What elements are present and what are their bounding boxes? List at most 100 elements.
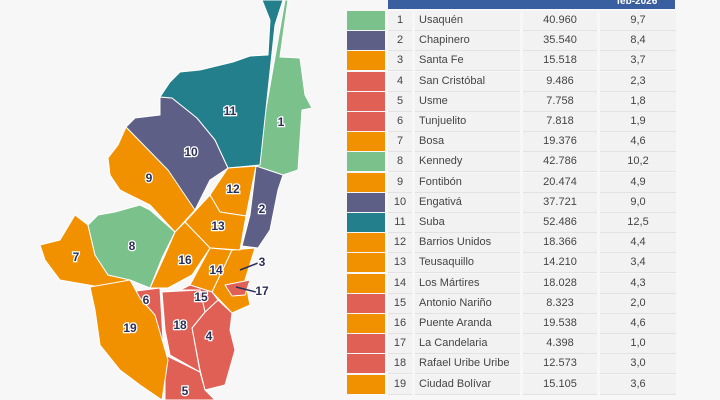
- locality-pct: 3,7: [600, 51, 676, 72]
- locality-name: Kennedy: [415, 152, 520, 173]
- locality-label-18: 18: [173, 318, 187, 332]
- locality-label-10: 10: [184, 145, 198, 159]
- color-swatch: [347, 91, 385, 111]
- locality-pct: 12,5: [600, 213, 676, 233]
- table-row: 10 Engativá 37.721 9,0: [347, 192, 679, 213]
- color-swatch: [347, 31, 385, 51]
- color-swatch: [347, 11, 385, 30]
- table-row: 9 Fontibón 20.474 4,9: [347, 172, 679, 193]
- locality-label-12: 12: [226, 182, 240, 196]
- locality-19: [89, 279, 169, 400]
- locality-pct: 10,2: [600, 152, 676, 173]
- locality-value: 12.573: [523, 354, 597, 375]
- locality-number: 8: [388, 152, 412, 173]
- locality-number: 19: [388, 374, 412, 395]
- locality-value: 19.538: [523, 314, 597, 334]
- locality-pct: 4,6: [600, 132, 676, 153]
- locality-number: 9: [388, 172, 412, 193]
- leader-line-3: [239, 262, 259, 271]
- locality-name: Bosa: [415, 132, 520, 153]
- locality-label-6: 6: [143, 293, 150, 307]
- locality-number: 18: [388, 354, 412, 375]
- locality-name: Ciudad Bolívar: [415, 374, 520, 395]
- locality-name: Santa Fe: [415, 51, 520, 72]
- locality-value: 37.721: [523, 192, 597, 213]
- color-swatch: [347, 51, 385, 71]
- color-swatch: [347, 374, 385, 394]
- table-row: 19 Ciudad Bolívar 15.105 3,6: [347, 374, 679, 395]
- table-row: 6 Tunjuelito 7.818 1,9: [347, 112, 679, 132]
- locality-label-1: 1: [278, 115, 285, 129]
- table-header-bar: [388, 0, 675, 9]
- locality-8: [87, 204, 176, 289]
- color-swatch: [347, 233, 385, 253]
- locality-pct: 1,8: [600, 91, 676, 112]
- table-row: 11 Suba 52.486 12,5: [347, 213, 679, 233]
- locality-16: [149, 221, 211, 289]
- locality-pct: 2,0: [600, 293, 676, 314]
- locality-value: 42.786: [523, 152, 597, 173]
- table-row: 17 La Candelaria 4.398 1,0: [347, 334, 679, 355]
- locality-pct: 4,4: [600, 233, 676, 254]
- table-row: 13 Teusaquillo 14.210 3,4: [347, 253, 679, 274]
- locality-number: 17: [388, 334, 412, 355]
- table-row: 3 Santa Fe 15.518 3,7: [347, 51, 679, 72]
- locality-label-2: 2: [259, 202, 266, 216]
- locality-label-7: 7: [73, 250, 80, 264]
- locality-pct: 8,4: [600, 31, 676, 52]
- table-row: 5 Usme 7.758 1,8: [347, 91, 679, 112]
- locality-label-14: 14: [209, 263, 223, 277]
- locality-pct: 4,6: [600, 314, 676, 334]
- leader-line-17: [235, 286, 257, 293]
- table-row: 8 Kennedy 42.786 10,2: [347, 152, 679, 173]
- locality-name: Usme: [415, 91, 520, 112]
- locality-name: Puente Aranda: [415, 314, 520, 334]
- table-row: 1 Usaquén 40.960 9,7: [347, 11, 679, 31]
- locality-label-11: 11: [224, 104, 237, 118]
- locality-value: 18.366: [523, 233, 597, 254]
- locality-label-8: 8: [129, 239, 136, 253]
- locality-value: 7.758: [523, 91, 597, 112]
- locality-value: 15.105: [523, 374, 597, 395]
- locality-label-13: 13: [211, 219, 225, 233]
- locality-pct: 1,9: [600, 112, 676, 132]
- table-row: 16 Puente Aranda 19.538 4,6: [347, 314, 679, 334]
- locality-2: [241, 165, 284, 249]
- locality-name: Tunjuelito: [415, 112, 520, 132]
- locality-name: Suba: [415, 213, 520, 233]
- locality-value: 8.323: [523, 293, 597, 314]
- table-row: 12 Barrios Unidos 18.366 4,4: [347, 233, 679, 254]
- locality-name: Los Mártires: [415, 273, 520, 294]
- locality-number: 4: [388, 71, 412, 92]
- locality-label-16: 16: [178, 253, 192, 267]
- color-swatch: [347, 354, 385, 374]
- locality-label-9: 9: [146, 171, 153, 185]
- locality-name: Chapinero: [415, 31, 520, 52]
- color-swatch: [347, 334, 385, 354]
- locality-number: 11: [388, 213, 412, 233]
- locality-number: 16: [388, 314, 412, 334]
- color-swatch: [347, 293, 385, 313]
- header-pct: feb-2026: [599, 0, 675, 9]
- locality-label-3: 3: [259, 255, 266, 269]
- color-swatch: [347, 71, 385, 91]
- locality-name: San Cristóbal: [415, 71, 520, 92]
- locality-name: La Candelaria: [415, 334, 520, 355]
- locality-label-15: 15: [194, 290, 208, 304]
- color-swatch: [347, 152, 385, 172]
- locality-name: Usaquén: [415, 11, 520, 31]
- locality-name: Fontibón: [415, 172, 520, 193]
- locality-pct: 3,4: [600, 253, 676, 274]
- locality-value: 14.210: [523, 253, 597, 274]
- table-row: 2 Chapinero 35.540 8,4: [347, 31, 679, 52]
- locality-value: 4.398: [523, 334, 597, 355]
- locality-value: 18.028: [523, 273, 597, 294]
- locality-number: 13: [388, 253, 412, 274]
- locality-name: Teusaquillo: [415, 253, 520, 274]
- locality-number: 14: [388, 273, 412, 294]
- table-row: 18 Rafael Uribe Uribe 12.573 3,0: [347, 354, 679, 375]
- color-swatch: [347, 253, 385, 273]
- locality-label-17: 17: [255, 284, 269, 298]
- locality-11: [159, 0, 284, 169]
